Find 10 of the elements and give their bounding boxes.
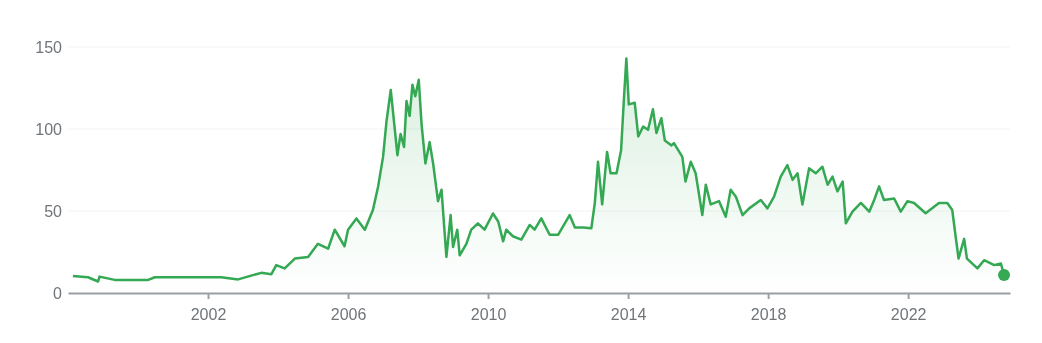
x-tick-label: 2014 [610,305,647,323]
y-tick-label: 50 [44,202,63,220]
y-tick-label: 100 [35,120,63,138]
x-tick-label: 2002 [190,305,227,323]
x-tick-label: 2018 [750,305,787,323]
y-tick-label: 150 [35,38,63,56]
x-tick-label: 2022 [890,305,927,323]
x-tick-label: 2010 [470,305,507,323]
x-tick-label: 2006 [330,305,367,323]
y-tick-label: 0 [53,284,63,302]
